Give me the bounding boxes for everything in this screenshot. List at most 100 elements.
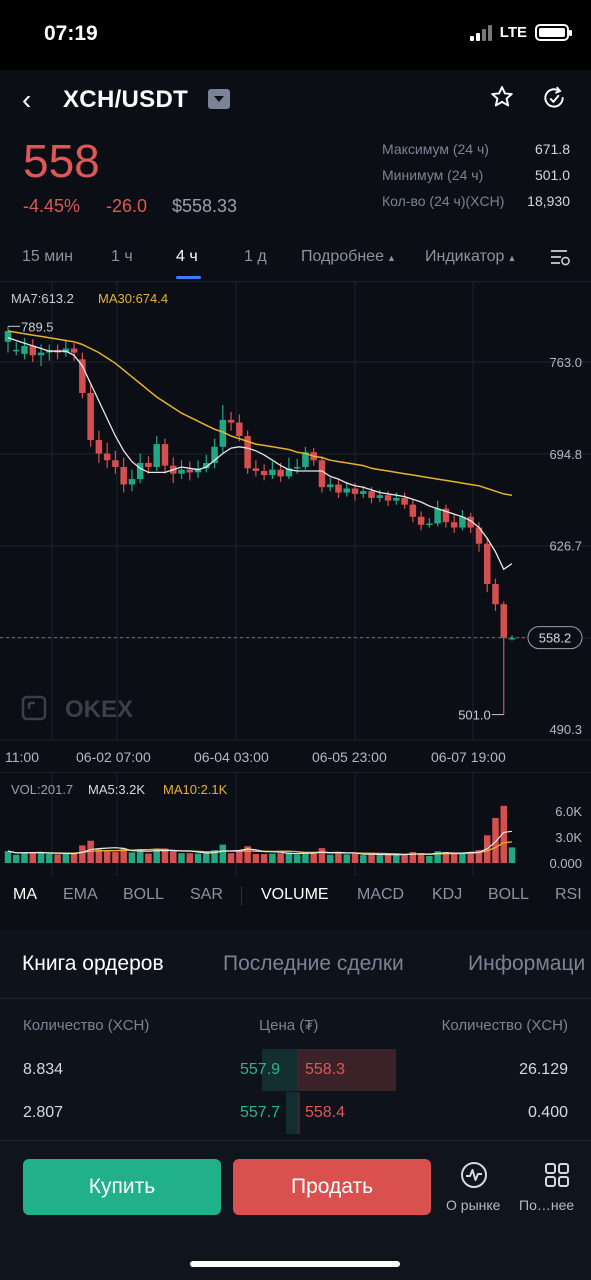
market-info-button[interactable]: [444, 1161, 504, 1194]
candle-body: [409, 504, 417, 517]
vol-ma10-legend: MA10:2.1K: [163, 782, 228, 797]
ask-depth-bar: [297, 1092, 300, 1134]
ask-price: 558.4: [305, 1104, 346, 1121]
volume-bar: [54, 854, 61, 863]
candle-body: [211, 446, 218, 463]
volume-bar: [194, 853, 202, 863]
candle-body: [120, 466, 127, 485]
tab-1d[interactable]: 1 д: [244, 248, 267, 265]
buy-button[interactable]: Купить: [23, 1159, 221, 1215]
candle-body: [103, 453, 111, 461]
volume-bar: [136, 850, 144, 863]
chart-settings-icon[interactable]: [549, 246, 571, 273]
watermark-text: OKEX: [65, 696, 133, 723]
vol-ma5-line: [7, 830, 513, 856]
stat-value: 501.0: [534, 167, 570, 183]
header-bid-qty: Количество (XCH): [23, 1017, 150, 1034]
price-chart[interactable]: OKEX 763.0694.8626.7558.5490.311:0006-02…: [0, 282, 591, 772]
high-marker-label: 789.5: [21, 319, 54, 334]
candle-body: [393, 497, 400, 501]
stat-volume: Кол-во (24 ч)(XCH) 18,930: [382, 193, 570, 209]
volume-bar: [285, 852, 293, 863]
volume-bar: [492, 817, 499, 863]
vol-ma5-legend: MA5:3.2K: [88, 782, 146, 797]
tab-15m[interactable]: 15 мин: [22, 248, 74, 265]
candle-body: [285, 468, 293, 477]
market-info-label: О рынке: [446, 1197, 501, 1213]
pulse-icon: [461, 1162, 487, 1188]
volume-bar: [227, 853, 235, 863]
volume-bar: [343, 854, 351, 863]
pair-title[interactable]: XCH/USDT: [63, 86, 189, 113]
indicator-macd[interactable]: MACD: [357, 886, 405, 903]
candle-body: [136, 462, 144, 480]
ask-qty: 26.129: [519, 1061, 568, 1078]
tab-info[interactable]: Информаци: [468, 952, 586, 975]
candle-body: [70, 348, 78, 353]
volume-bar: [128, 852, 136, 863]
volume-bar: [393, 855, 400, 863]
volume-bar: [277, 853, 284, 863]
indicator-kdj[interactable]: KDJ: [432, 886, 463, 903]
volume-bar: [244, 846, 251, 863]
volume-bar: [360, 855, 367, 863]
ma7-line: [7, 337, 513, 571]
tab-recent-trades[interactable]: Последние сделки: [223, 952, 404, 975]
more-button[interactable]: [527, 1161, 587, 1194]
y-tick-label: 626.7: [549, 538, 582, 553]
orderbook-row[interactable]: 2.807 557.7 558.4 0.400: [0, 1092, 591, 1134]
volume-bar: [145, 853, 152, 863]
header-ask-qty: Количество (XCH): [441, 1017, 568, 1034]
bid-depth-bar: [286, 1092, 297, 1134]
candle-body: [475, 527, 483, 544]
y-tick-label: 763.0: [549, 355, 582, 370]
indicator-boll-sub[interactable]: BOLL: [488, 886, 529, 903]
indicator-sar[interactable]: SAR: [190, 886, 223, 903]
y-tick-label: 694.8: [549, 447, 582, 462]
bid-price: 557.9: [240, 1061, 281, 1078]
candle-body: [227, 419, 235, 423]
orderbook-row[interactable]: 8.834 557.9 558.3 26.129: [0, 1049, 591, 1091]
volume-bar: [376, 855, 384, 863]
volume-bar: [351, 853, 359, 863]
back-icon[interactable]: ‹: [22, 84, 32, 115]
tabs-divider: [0, 998, 591, 999]
x-tick-label: 06-05 23:00: [312, 749, 387, 765]
volume-bar: [401, 853, 408, 863]
tab-4h[interactable]: 4 ч: [176, 248, 198, 265]
indicator-boll[interactable]: BOLL: [123, 886, 164, 903]
active-tab-underline: [176, 276, 201, 279]
volume-bar: [459, 852, 466, 863]
indicator-row: MA EMA BOLL SAR VOLUME MACD KDJ BOLL RSI: [0, 876, 591, 916]
candle-body: [87, 392, 94, 441]
tab-more[interactable]: Подробнее ▲: [301, 248, 396, 266]
section-gap: [0, 916, 591, 930]
timeframe-tabs: 15 мин 1 ч 4 ч 1 д Подробнее ▲ Индикатор ▲: [0, 230, 591, 282]
indicator-ema[interactable]: EMA: [63, 886, 98, 903]
tab-orderbook[interactable]: Книга ордеров: [22, 952, 164, 975]
volume-bar: [252, 853, 260, 863]
indicator-rsi[interactable]: RSI: [555, 886, 582, 903]
indicator-ma[interactable]: MA: [13, 886, 37, 903]
stat-value: 18,930: [527, 193, 570, 209]
vol-y-tick: 3.0K: [555, 830, 582, 845]
tab-indicator[interactable]: Индикатор ▲: [425, 248, 516, 266]
volume-bar: [29, 852, 37, 863]
caret-icon: ▲: [507, 253, 517, 263]
stat-label: Максимум (24 ч): [382, 141, 489, 157]
volume-bar: [384, 854, 392, 863]
candle-body: [508, 637, 516, 640]
indicator-volume[interactable]: VOLUME: [261, 886, 329, 903]
pair-dropdown-icon[interactable]: [208, 89, 230, 109]
candle-body: [293, 466, 301, 469]
history-icon[interactable]: [541, 85, 567, 116]
favorite-star-icon[interactable]: [489, 84, 515, 115]
candle-body: [343, 488, 351, 493]
candle-body: [302, 452, 309, 467]
tab-1h[interactable]: 1 ч: [111, 248, 133, 265]
sell-button[interactable]: Продать: [233, 1159, 431, 1215]
candlestick-chart: OKEX 763.0694.8626.7558.5490.311:0006-02…: [0, 282, 591, 765]
candle-body: [326, 484, 334, 488]
volume-bar: [434, 851, 441, 863]
ma30-line: [7, 330, 513, 496]
